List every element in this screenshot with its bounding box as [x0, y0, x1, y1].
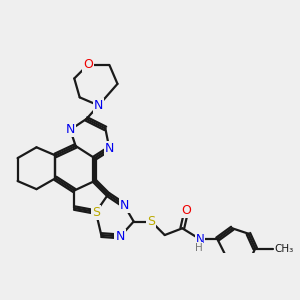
Text: N: N: [66, 123, 75, 136]
Text: O: O: [182, 204, 191, 217]
Text: S: S: [92, 206, 100, 219]
Text: N: N: [94, 99, 103, 112]
Text: S: S: [147, 215, 155, 228]
Text: N: N: [105, 142, 114, 155]
Text: CH₃: CH₃: [274, 244, 293, 254]
Text: H: H: [195, 243, 203, 253]
Text: N: N: [116, 230, 125, 243]
Text: N: N: [196, 232, 204, 246]
Text: N: N: [119, 199, 129, 212]
Text: O: O: [83, 58, 93, 71]
